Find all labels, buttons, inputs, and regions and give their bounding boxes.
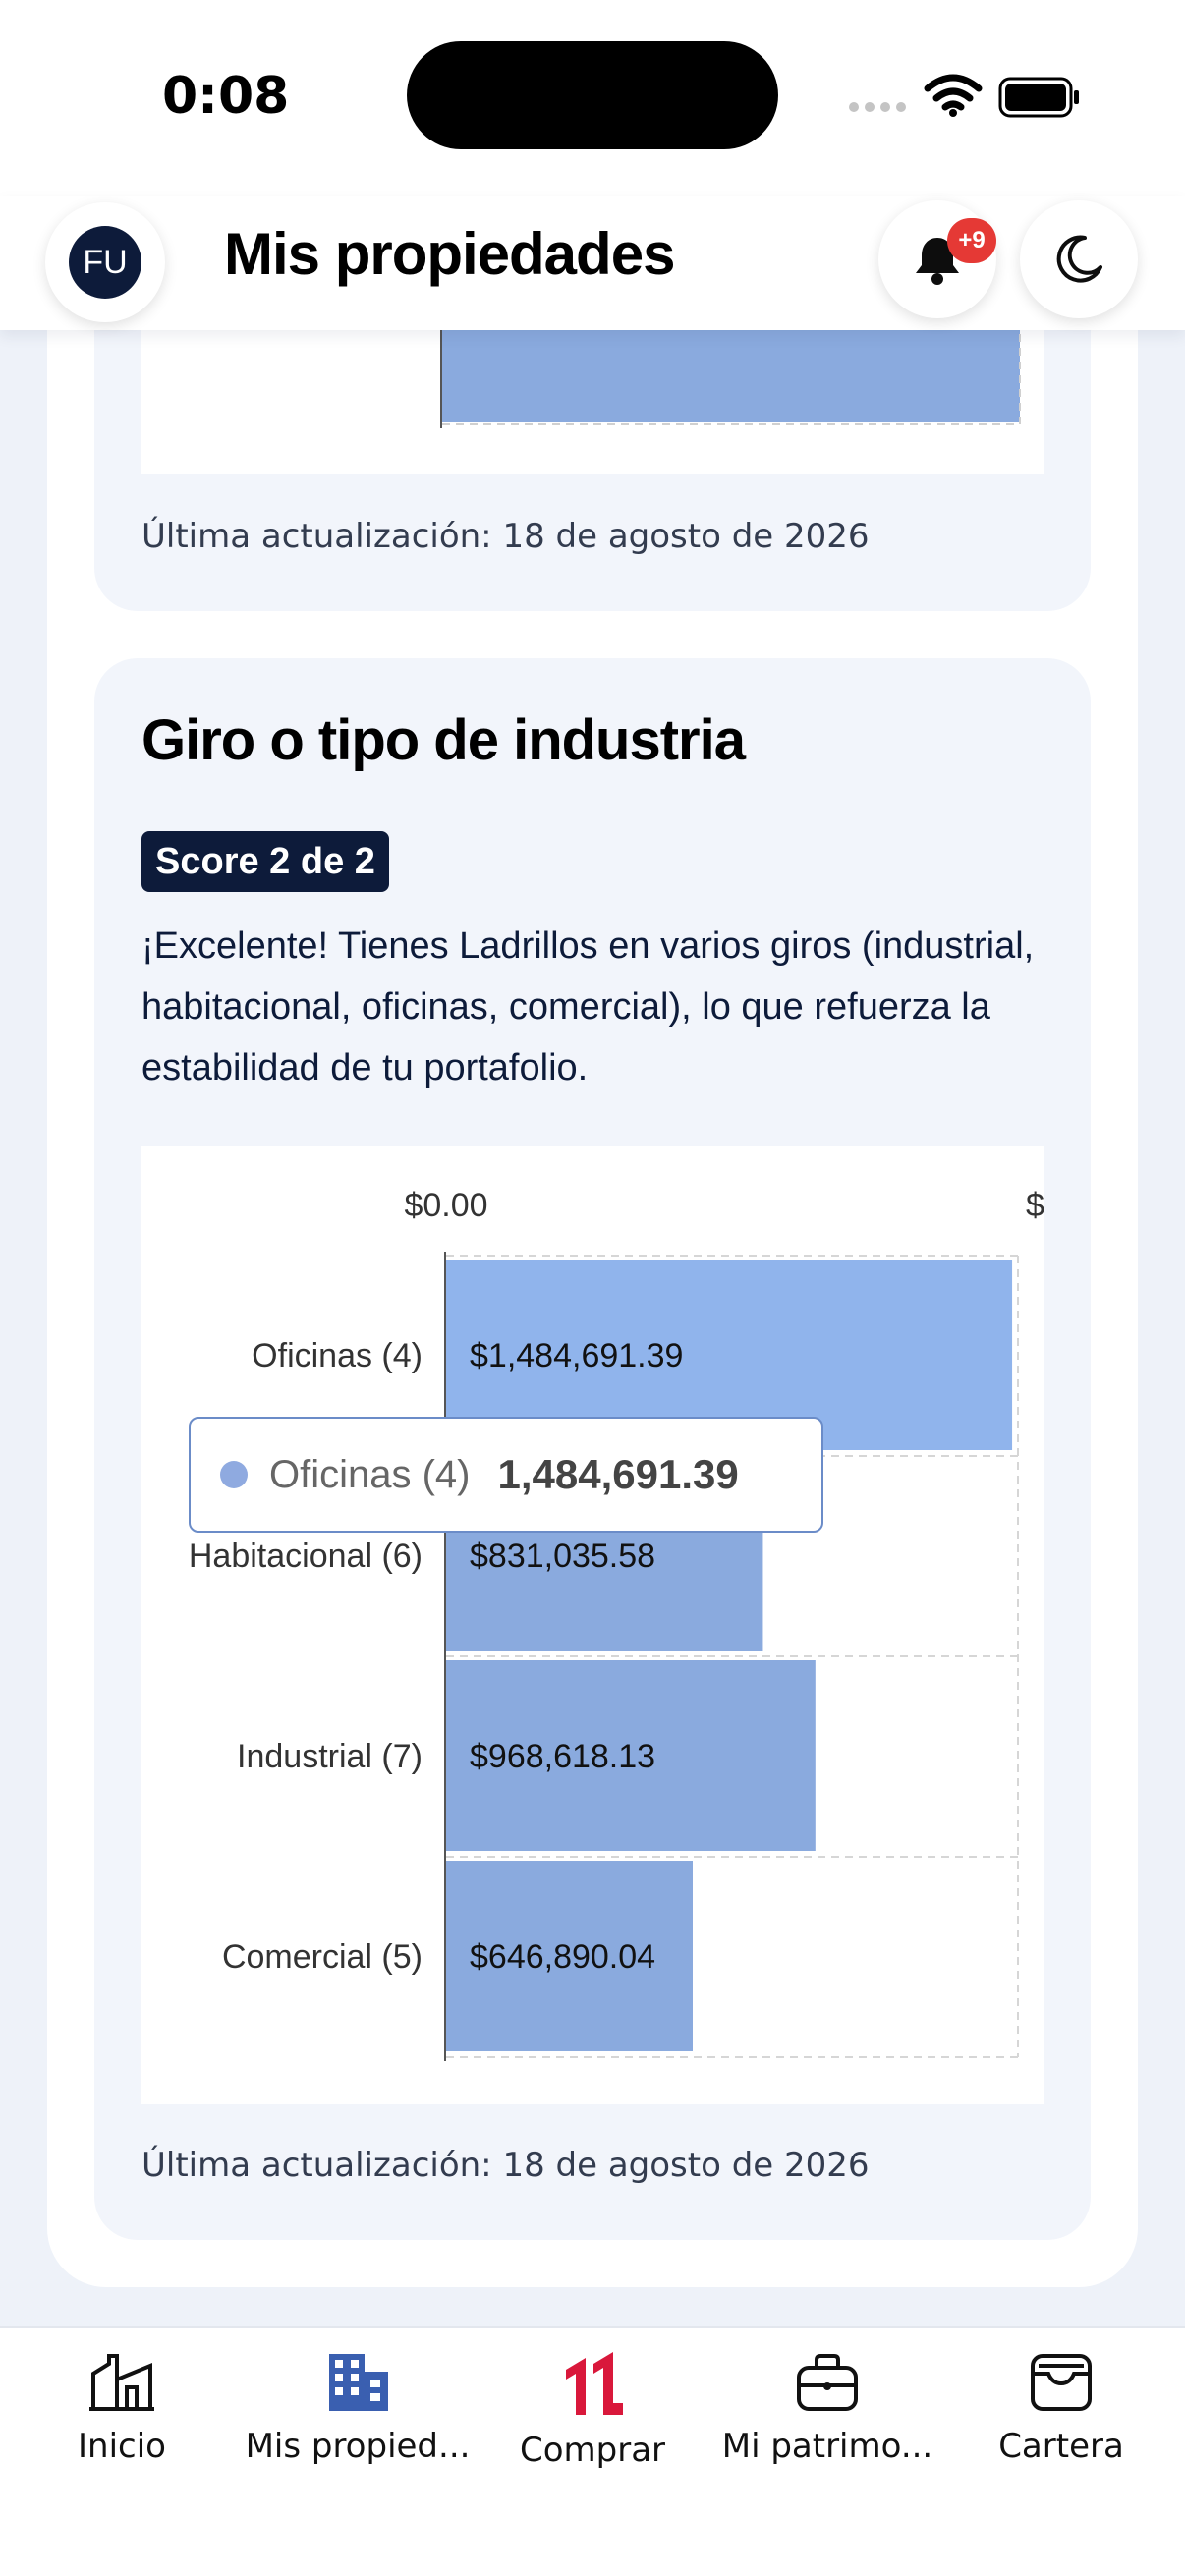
building-icon	[329, 2354, 388, 2411]
nav-item-comprar[interactable]: Comprar	[475, 2350, 710, 2470]
dynamic-island	[407, 41, 778, 149]
bar-value-label: $1,484,691.39	[470, 1337, 683, 1374]
score-badge: Score 2 de 2	[141, 831, 389, 892]
nav-item-inicio[interactable]: Inicio	[4, 2350, 240, 2466]
bar	[446, 1861, 693, 2051]
bar-value-label: $831,035.58	[470, 1538, 655, 1575]
nav-label: Mis propied...	[245, 2427, 471, 2466]
bar	[446, 1660, 816, 1851]
battery-icon	[998, 77, 1079, 118]
nav-label: Inicio	[78, 2427, 166, 2466]
cellular-signal-icon	[849, 102, 908, 114]
last-updated-text: Última actualización: 18 de agosto de 20…	[141, 2146, 870, 2185]
x-tick-label: $0.00	[404, 1187, 487, 1224]
section-title: Giro o tipo de industria	[141, 708, 746, 772]
bar-value-label: $968,618.13	[470, 1738, 655, 1775]
last-updated-text: Última actualización: 18 de agosto de 20…	[141, 517, 870, 556]
status-bar: 0:08	[0, 0, 1185, 196]
home-icon	[89, 2354, 154, 2411]
nav-item-mis-propiedades[interactable]: Mis propied...	[240, 2350, 476, 2466]
bottom-nav: Inicio Mis propied... Comprar	[0, 2326, 1185, 2576]
tooltip-value: 1,484,691.39	[497, 1451, 739, 1497]
nav-label: Mi patrimo...	[721, 2427, 933, 2466]
nav-item-cartera[interactable]: Cartera	[943, 2350, 1179, 2466]
x-tick-label: $1.5	[1026, 1187, 1044, 1224]
category-label: Habitacional (6)	[189, 1538, 423, 1575]
brand-logo-icon	[566, 2352, 623, 2415]
moon-icon	[1056, 235, 1102, 283]
category-label: Comercial (5)	[222, 1938, 423, 1976]
industry-chart-svg: $0.00 $1.5 $1,484,691.39 Oficinas (4) $831,0…	[189, 1187, 1091, 2061]
nav-label: Cartera	[998, 2427, 1124, 2466]
industry-chart: $0.00 $1.5 $1,484,691.39 Oficinas (4) $831,0…	[141, 1146, 1091, 2104]
nav-item-mi-patrimonio[interactable]: Mi patrimo...	[709, 2350, 945, 2466]
category-label: Industrial (7)	[237, 1738, 423, 1775]
chart-tooltip: Oficinas (4) 1,484,691.39	[189, 1417, 823, 1533]
wallet-icon	[1031, 2354, 1092, 2411]
status-time: 0:08	[162, 67, 290, 126]
theme-toggle-button[interactable]	[1020, 200, 1138, 318]
tooltip-label: Oficinas (4)	[269, 1452, 471, 1496]
wifi-icon	[924, 74, 983, 117]
category-label: Oficinas (4)	[252, 1337, 423, 1374]
briefcase-icon	[797, 2354, 858, 2411]
notification-badge: +9	[947, 218, 996, 263]
description-text: ¡Excelente! Tienes Ladrillos en varios g…	[141, 925, 1035, 1089]
app-header: FU Mis propiedades	[0, 196, 1185, 330]
profile-button[interactable]: FU	[45, 202, 165, 322]
tooltip-series-dot	[220, 1461, 248, 1488]
page-title: Mis propiedades	[224, 221, 675, 287]
bar-value-label: $646,890.04	[470, 1938, 655, 1976]
avatar: FU	[69, 226, 141, 299]
nav-label: Comprar	[519, 2431, 666, 2470]
